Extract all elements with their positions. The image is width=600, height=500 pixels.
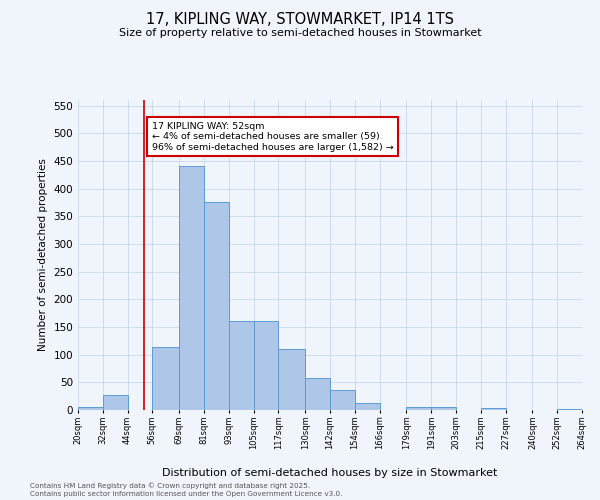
Bar — [179, 166, 204, 410]
Bar — [355, 403, 380, 410]
Bar — [481, 408, 506, 410]
Bar — [431, 406, 456, 410]
Bar — [103, 394, 128, 410]
Text: Size of property relative to semi-detached houses in Stowmarket: Size of property relative to semi-detach… — [119, 28, 481, 38]
Bar — [330, 390, 355, 410]
Y-axis label: Number of semi-detached properties: Number of semi-detached properties — [38, 158, 48, 352]
Bar — [406, 406, 431, 410]
Bar — [254, 322, 278, 410]
Bar — [305, 378, 330, 410]
Text: 17 KIPLING WAY: 52sqm
← 4% of semi-detached houses are smaller (59)
96% of semi-: 17 KIPLING WAY: 52sqm ← 4% of semi-detac… — [152, 122, 394, 152]
Bar — [229, 322, 254, 410]
Bar — [557, 409, 582, 410]
Bar — [152, 348, 179, 410]
Text: Contains public sector information licensed under the Open Government Licence v3: Contains public sector information licen… — [30, 491, 343, 497]
Bar — [278, 349, 305, 410]
Bar — [78, 407, 103, 410]
Text: Distribution of semi-detached houses by size in Stowmarket: Distribution of semi-detached houses by … — [163, 468, 497, 477]
Text: 17, KIPLING WAY, STOWMARKET, IP14 1TS: 17, KIPLING WAY, STOWMARKET, IP14 1TS — [146, 12, 454, 28]
Bar — [204, 202, 229, 410]
Text: Contains HM Land Registry data © Crown copyright and database right 2025.: Contains HM Land Registry data © Crown c… — [30, 482, 310, 489]
